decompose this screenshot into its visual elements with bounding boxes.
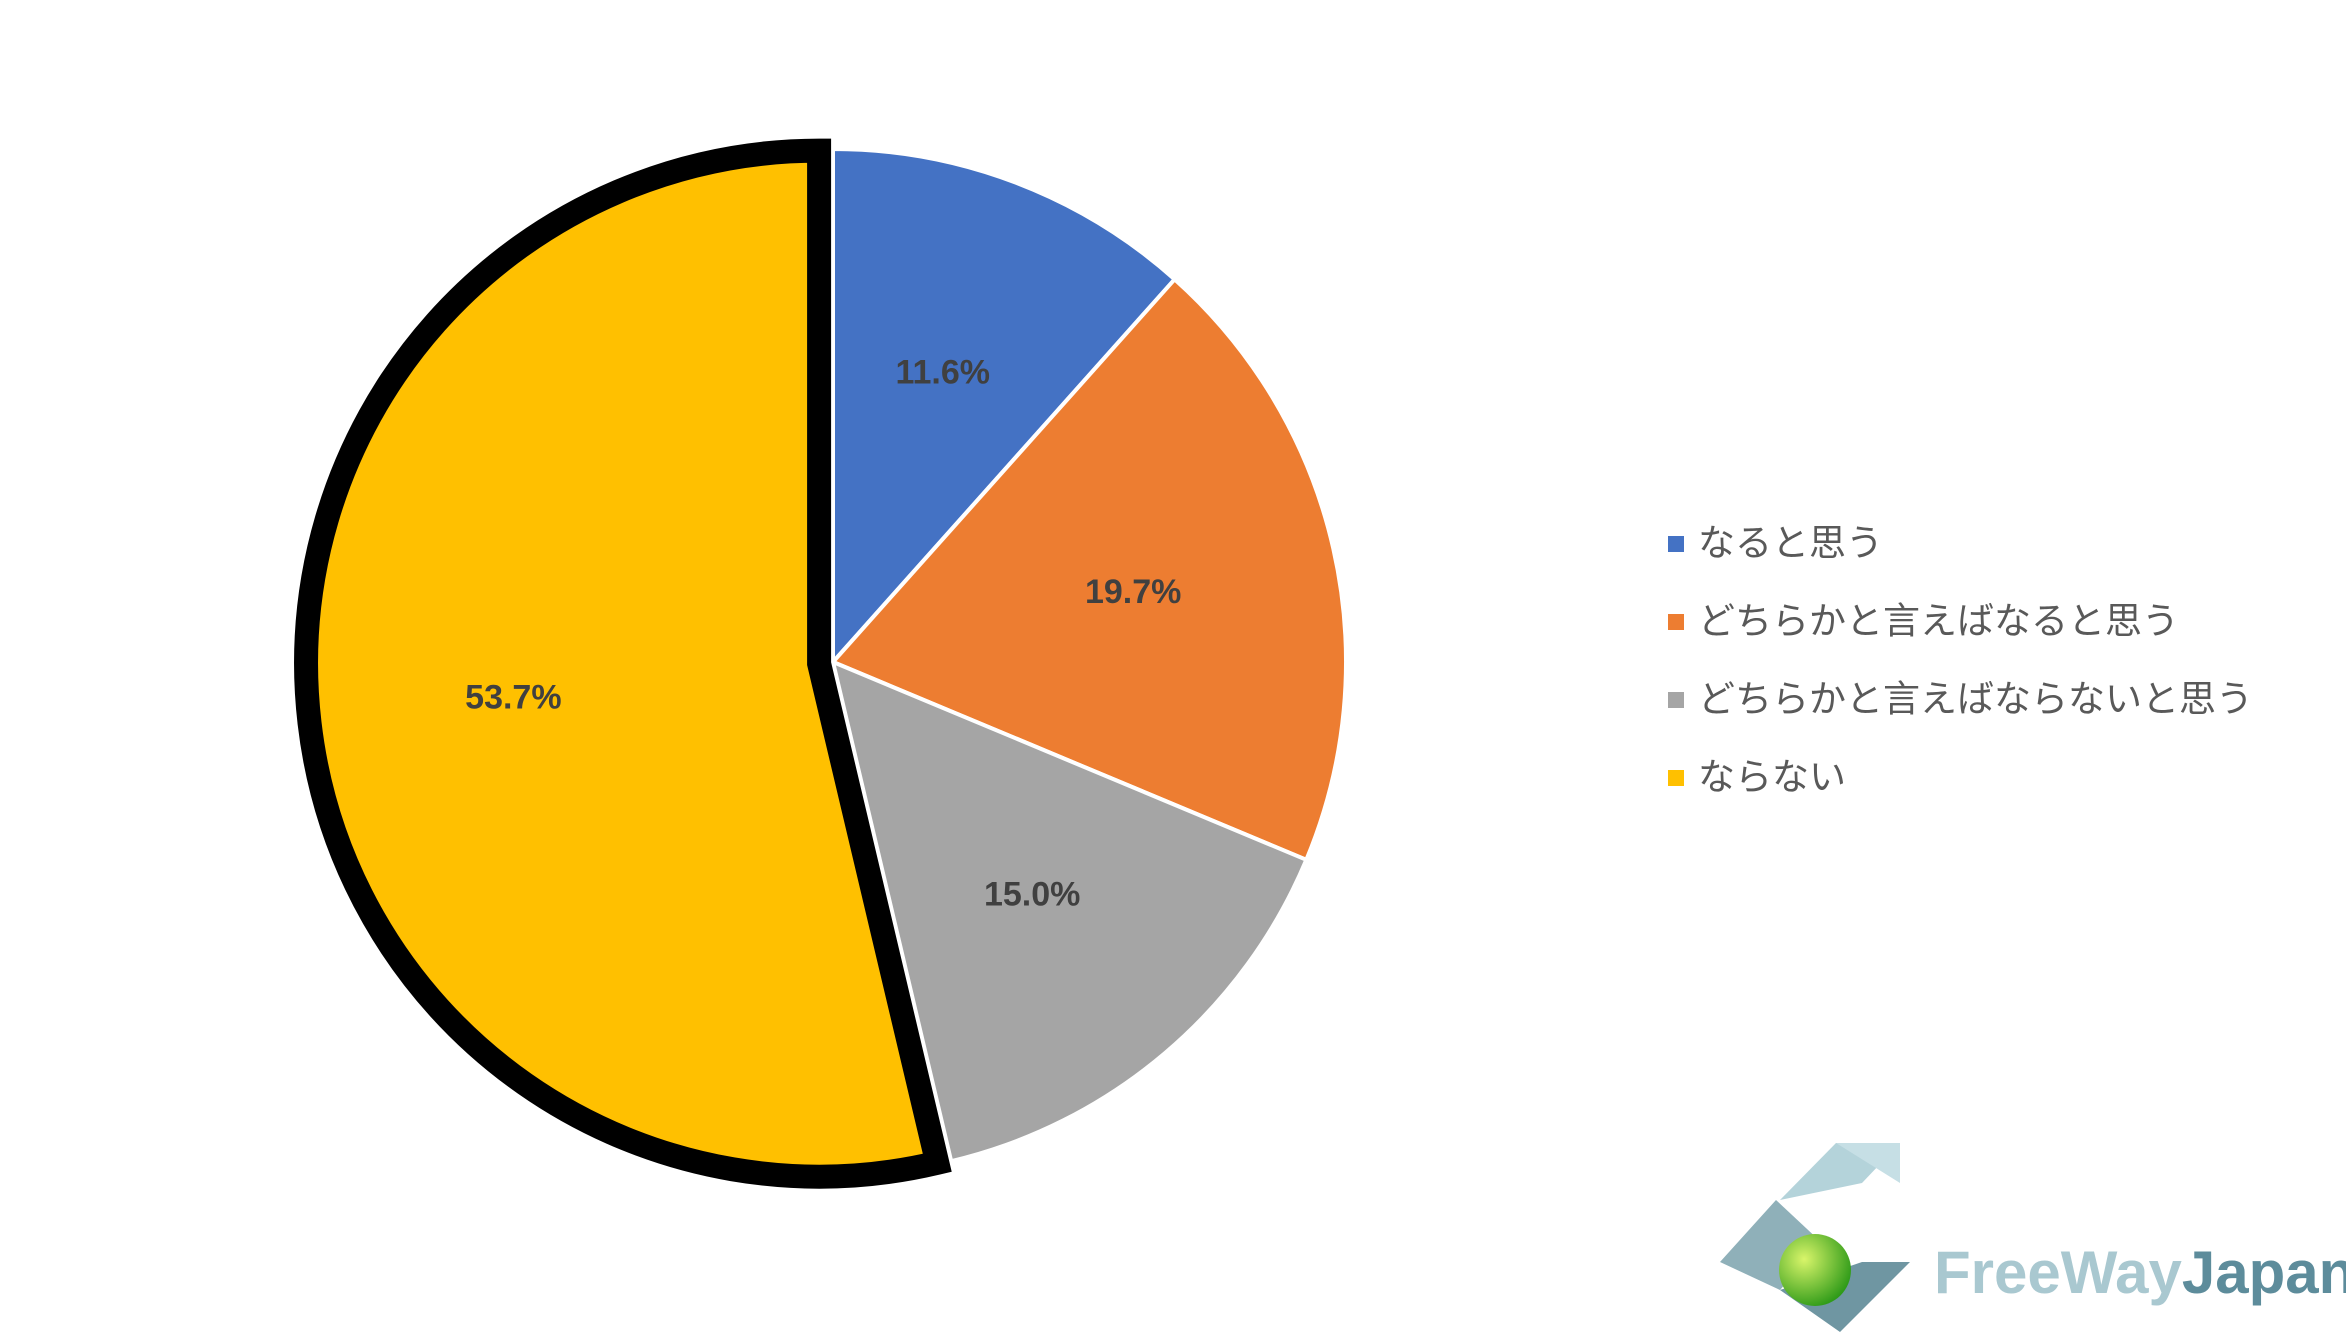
data-label: 15.0% bbox=[984, 876, 1080, 914]
logo-ball bbox=[1779, 1234, 1851, 1306]
logo-text-2: Japan bbox=[2182, 1239, 2346, 1306]
legend-swatch bbox=[1668, 614, 1684, 630]
legend-label: どちらかと言えばならないと思う bbox=[1698, 678, 2253, 721]
pie bbox=[294, 138, 1348, 1189]
data-label: 11.6% bbox=[895, 353, 990, 391]
legend-label: どちらかと言えばなると思う bbox=[1698, 600, 2179, 643]
pie-slice bbox=[831, 146, 1178, 668]
data-label: 19.7% bbox=[1085, 573, 1181, 611]
data-label: 53.7% bbox=[465, 678, 561, 716]
legend-label: なると思う bbox=[1698, 522, 1883, 565]
logo: FreeWayJapan bbox=[1720, 1143, 2346, 1332]
pie-slice bbox=[294, 138, 952, 1189]
legend-swatch bbox=[1668, 692, 1684, 708]
logo-text-1: FreeWay bbox=[1934, 1239, 2183, 1306]
logo-text: FreeWayJapan bbox=[1934, 1239, 2346, 1306]
legend-swatch bbox=[1668, 770, 1684, 786]
pie-slice bbox=[830, 658, 1309, 1164]
legend-label: ならない bbox=[1698, 756, 1846, 799]
logo-shape bbox=[1836, 1143, 1900, 1183]
legend-swatch bbox=[1668, 536, 1684, 552]
